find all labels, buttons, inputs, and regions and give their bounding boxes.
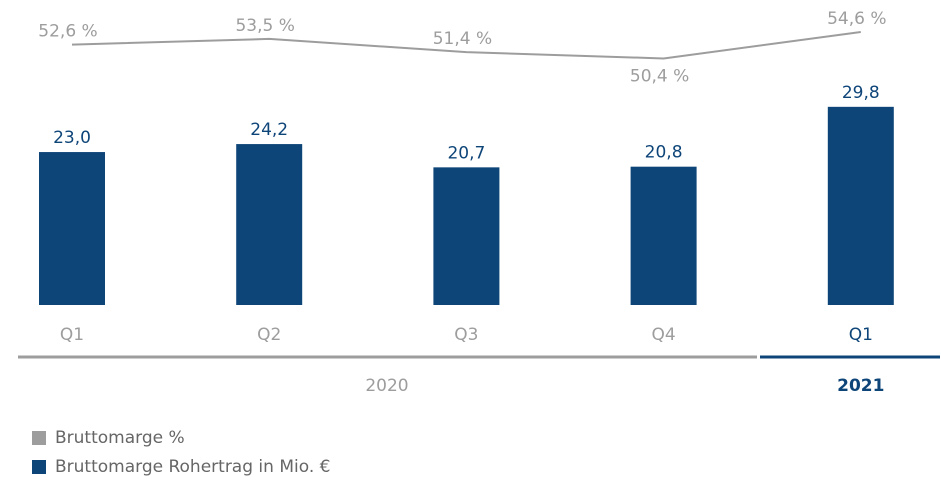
legend-swatch [32,460,46,474]
bar [236,144,303,305]
group-label: 2021 [837,376,884,396]
bar [39,152,105,305]
x-tick-label: Q1 [60,325,84,345]
legend-swatch [32,431,46,445]
legend-label: Bruttomarge Rohertrag in Mio. € [55,457,330,477]
line-value-label: 51,4 % [433,29,492,49]
bar [827,106,894,305]
bar-value-label: 23,0 [53,128,91,148]
x-tick-label: Q3 [454,325,478,345]
x-tick-label: Q1 [849,325,873,345]
line-value-label: 50,4 % [630,66,689,86]
bar-value-label: 20,7 [447,143,485,163]
line-value-label: 53,5 % [235,16,294,36]
bar [433,167,500,305]
line-value-label: 54,6 % [827,9,886,29]
bar [630,166,697,305]
margin-line [71,31,861,60]
bar-value-label: 20,8 [645,143,683,163]
bar-value-label: 29,8 [842,83,880,103]
legend-label: Bruttomarge % [55,428,185,448]
bar-value-label: 24,2 [250,120,288,140]
x-tick-label: Q2 [257,325,281,345]
line-value-label: 52,6 % [38,22,97,42]
group-label: 2020 [365,376,408,396]
x-tick-label: Q4 [651,325,675,345]
